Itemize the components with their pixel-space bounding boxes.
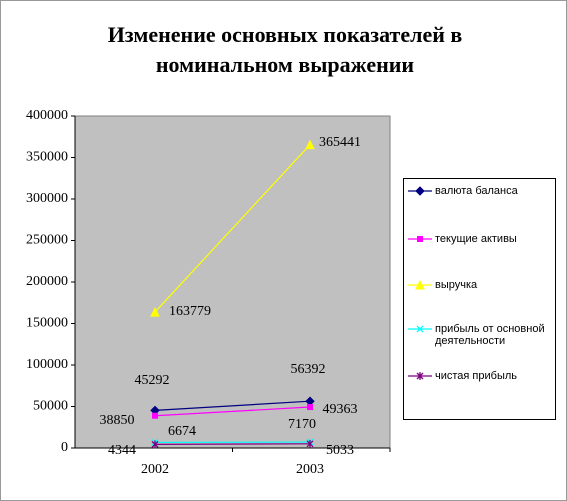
y-tick-label: 100000 [26,357,68,372]
x-tick-label: 2002 [141,462,169,477]
legend-entry: выручка [408,279,553,291]
y-tick-label: 400000 [26,108,68,123]
legend-marker [416,325,424,333]
legend-swatch [408,372,432,380]
data-label: 7170 [288,417,316,432]
data-label: 6674 [168,424,196,439]
legend-marker [415,279,425,290]
data-label: 49363 [323,402,358,417]
data-label: 365441 [319,135,361,150]
y-tick-label: 0 [61,440,68,455]
y-tick-label: 150000 [26,316,68,331]
y-tick-label: 350000 [26,150,68,165]
data-label: 45292 [135,373,170,388]
plot-area [74,115,391,449]
series-line [154,400,311,412]
legend-label: чистая прибыль [435,370,517,382]
legend-entry: валюта баланса [408,185,553,197]
y-tick-label: 300000 [26,191,68,206]
marker [151,440,159,449]
y-tick-label: 50000 [33,399,68,414]
legend: валюта баланса текущие активы выручка прибы… [403,178,556,420]
legend-marker [415,186,425,196]
legend-label: прибыль от основной деятельности [435,323,545,347]
data-label: 4344 [108,443,136,458]
y-tick-label: 250000 [26,233,68,248]
marker [152,412,158,419]
legend-label: валюта баланса [435,185,518,197]
legend-entry: текущие активы [408,233,553,245]
y-tick-label: 200000 [26,274,68,289]
data-label: 163779 [169,304,211,319]
legend-entry: чистая прибыль [408,370,553,382]
data-label: 56392 [291,362,326,377]
legend-label: выручка [435,279,478,291]
x-tick-label: 2003 [296,462,324,477]
legend-swatch [408,279,432,290]
marker [306,439,314,448]
series-line [154,443,311,445]
legend-entry: прибыль от основной деятельности [408,323,553,347]
data-label: 38850 [100,413,135,428]
legend-swatch [408,236,432,242]
marker [150,306,160,317]
series-line [154,144,311,313]
legend-swatch [408,186,432,196]
legend-marker [416,372,424,380]
data-label: 5033 [326,443,354,458]
series-line [154,406,311,417]
legend-label: текущие активы [435,233,517,245]
legend-swatch [408,325,432,333]
marker [305,139,315,150]
legend-marker [417,236,423,242]
marker [307,404,313,411]
chart-title: Изменение основных показателей в номинал… [107,22,463,77]
